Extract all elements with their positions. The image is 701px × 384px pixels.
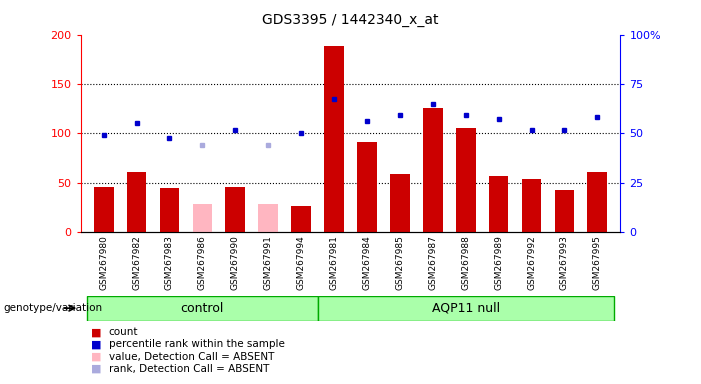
Bar [357, 142, 377, 232]
Bar [285, 296, 318, 321]
Bar [324, 46, 344, 232]
Bar [581, 296, 614, 321]
Text: ■: ■ [91, 364, 102, 374]
Bar [94, 187, 114, 232]
Text: ■: ■ [91, 339, 102, 349]
Bar [489, 176, 508, 232]
Bar [186, 296, 219, 321]
Bar [127, 172, 147, 232]
Bar [259, 204, 278, 232]
Bar [219, 296, 252, 321]
Bar [87, 296, 318, 321]
Text: count: count [109, 327, 138, 337]
Bar [554, 190, 574, 232]
Bar [482, 296, 515, 321]
Text: AQP11 null: AQP11 null [432, 302, 500, 314]
Bar [383, 296, 416, 321]
Bar [160, 188, 179, 232]
Bar [515, 296, 548, 321]
Bar [587, 172, 607, 232]
Bar [318, 296, 614, 321]
Bar [252, 296, 285, 321]
Bar [423, 108, 442, 232]
Text: GDS3395 / 1442340_x_at: GDS3395 / 1442340_x_at [262, 13, 439, 27]
Bar [226, 187, 245, 232]
Bar [87, 296, 120, 321]
Bar [449, 296, 482, 321]
Text: control: control [181, 302, 224, 314]
Bar [193, 204, 212, 232]
Bar [318, 296, 350, 321]
Bar [390, 174, 410, 232]
Text: genotype/variation: genotype/variation [4, 303, 102, 313]
Bar [120, 296, 153, 321]
Bar [153, 296, 186, 321]
Text: value, Detection Call = ABSENT: value, Detection Call = ABSENT [109, 352, 274, 362]
Text: percentile rank within the sample: percentile rank within the sample [109, 339, 285, 349]
Bar [350, 296, 383, 321]
Bar [416, 296, 449, 321]
Bar [548, 296, 581, 321]
Text: ■: ■ [91, 327, 102, 337]
Bar [456, 129, 475, 232]
Text: ■: ■ [91, 352, 102, 362]
Bar [522, 179, 541, 232]
Text: rank, Detection Call = ABSENT: rank, Detection Call = ABSENT [109, 364, 269, 374]
Bar [291, 205, 311, 232]
